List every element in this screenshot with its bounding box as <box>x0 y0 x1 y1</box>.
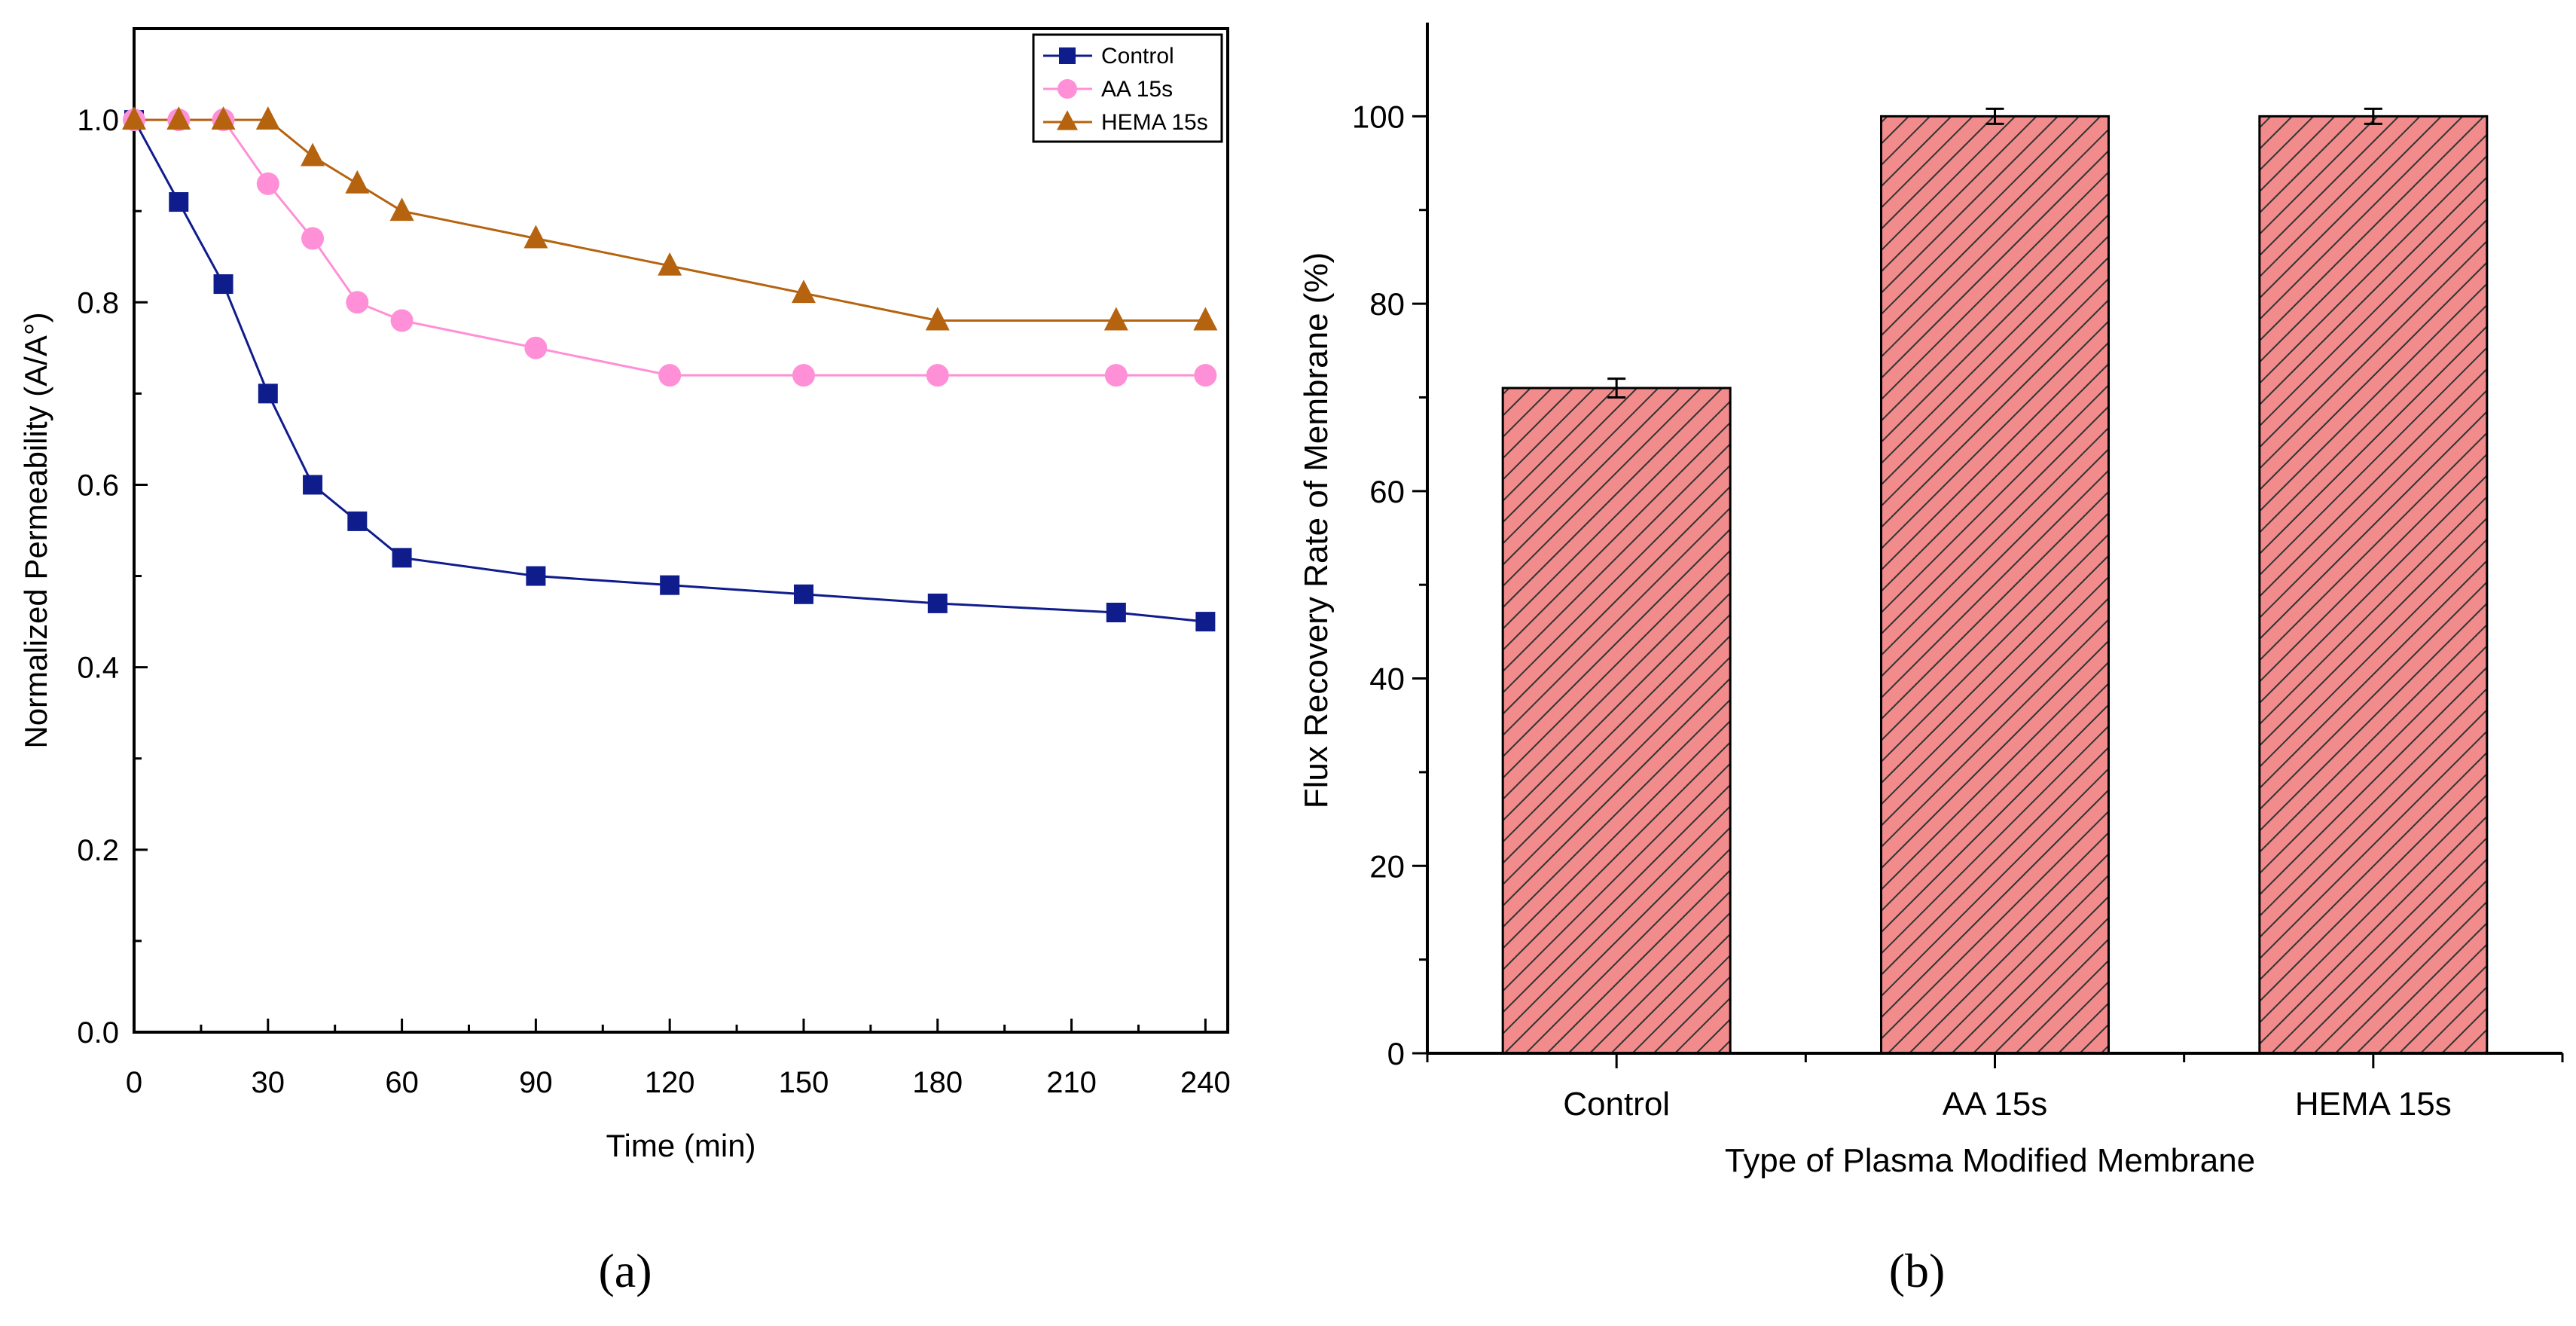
legend-label: HEMA 15s <box>1101 110 1208 135</box>
data-point-hema-15s <box>166 106 191 130</box>
data-point-hema-15s <box>791 280 816 304</box>
series-line-hema-15s <box>134 118 1206 322</box>
data-point-aa-15s <box>524 336 548 359</box>
x-tick-label: 90 <box>519 1066 553 1099</box>
data-point-control <box>526 566 546 586</box>
data-point-control <box>927 593 948 613</box>
data-point-control <box>1106 602 1126 622</box>
y-tick-label: 1.0 <box>77 104 119 137</box>
x-tick-label: 180 <box>912 1066 963 1099</box>
data-point-control <box>392 548 412 568</box>
data-point-aa-15s <box>1104 364 1128 387</box>
x-tick-label: 240 <box>1180 1066 1231 1099</box>
data-point-hema-15s <box>1193 307 1218 331</box>
y-tick-label: 0.8 <box>77 286 119 319</box>
y-tick-label: 0.2 <box>77 834 119 867</box>
data-point-control <box>258 383 278 404</box>
data-point-control <box>213 274 233 295</box>
x-tick-label: Control <box>1563 1086 1670 1123</box>
data-point-hema-15s <box>925 307 950 331</box>
y-tick-label: 0 <box>1387 1036 1405 1071</box>
data-point-control <box>660 575 680 595</box>
y-tick-label: 0.0 <box>77 1016 119 1049</box>
data-point-control <box>169 192 189 212</box>
data-point-aa-15s <box>301 227 325 250</box>
data-point-hema-15s <box>301 142 325 167</box>
data-point-hema-15s <box>658 252 682 276</box>
x-tick-label: 0 <box>126 1066 142 1099</box>
y-tick-label: 40 <box>1369 661 1405 697</box>
data-point-aa-15s <box>1194 364 1217 387</box>
series-line-aa-15s <box>134 118 1206 377</box>
data-point-hema-15s <box>122 106 146 130</box>
data-point-hema-15s <box>345 170 370 194</box>
data-point-aa-15s <box>390 309 414 332</box>
data-point-control <box>303 475 323 495</box>
panel-a-legend: Control AA 15s HEMA 15s <box>1032 33 1223 143</box>
bar-control <box>1501 386 1732 1055</box>
data-point-hema-15s <box>255 106 280 130</box>
bar-hema-15s <box>2258 115 2489 1055</box>
x-tick-label: 120 <box>645 1066 695 1099</box>
panel-a-plot-frame <box>133 27 1229 1034</box>
panel-b-bars <box>1501 107 2489 1055</box>
x-tick-label: 210 <box>1046 1066 1097 1099</box>
panel-b-bar-chart: 0 20 40 60 80 100 Control AA 15s HEMA 15s Type o… <box>1298 23 2564 1179</box>
data-point-hema-15s <box>1103 307 1128 331</box>
data-point-aa-15s <box>926 364 949 387</box>
panel-a-line-chart: 0 30 60 90 120 150 180 210 240 0.0 0.2 0.4 0.6 0.8 1.0… <box>18 27 1231 1163</box>
panel-b-y-axis-label: Flux Recovery Rate of Membrane (%) <box>1298 252 1335 808</box>
legend-label: AA 15s <box>1101 77 1173 102</box>
data-point-aa-15s <box>658 364 682 387</box>
x-tick-label: 30 <box>252 1066 285 1099</box>
data-point-aa-15s <box>256 172 279 195</box>
y-tick-label: 80 <box>1369 286 1405 322</box>
y-tick-label: 20 <box>1369 848 1405 884</box>
data-point-control <box>1195 612 1216 632</box>
data-point-hema-15s <box>211 106 236 130</box>
x-tick-label: 150 <box>779 1066 829 1099</box>
data-point-control <box>347 511 368 531</box>
panel-b-x-axis-label: Type of Plasma Modified Membrane <box>1725 1142 2255 1179</box>
legend-marker-hema-15s <box>1057 110 1078 130</box>
y-tick-label: 0.6 <box>77 469 119 502</box>
x-tick-label: 60 <box>385 1066 419 1099</box>
data-point-hema-15s <box>389 197 414 222</box>
panel-a-series-markers <box>122 106 1218 632</box>
panel-b-ticks: 0 20 40 60 80 100 Control AA 15s HEMA 15s <box>1352 99 2564 1123</box>
bar-aa-15s <box>1880 115 2110 1055</box>
panel-b-caption: (b) <box>1889 1244 1946 1297</box>
panel-a-ticks: 0 30 60 90 120 150 180 210 240 0.0 0.2 0.4 0.6 0.8 1.0 <box>77 104 1230 1099</box>
panel-a-x-axis-label: Time (min) <box>606 1128 755 1163</box>
data-point-aa-15s <box>346 291 369 314</box>
y-tick-label: 100 <box>1352 99 1405 134</box>
panel-a-caption: (a) <box>598 1244 652 1297</box>
x-tick-label: HEMA 15s <box>2295 1086 2452 1123</box>
legend-marker-control <box>1059 47 1076 64</box>
y-tick-label: 60 <box>1369 474 1405 509</box>
panel-a-y-axis-label: Normalized Permeability (A/A°) <box>18 312 53 748</box>
legend-label: Control <box>1101 44 1174 69</box>
x-tick-label: AA 15s <box>1943 1086 2047 1123</box>
data-point-hema-15s <box>523 225 548 249</box>
data-point-aa-15s <box>792 364 815 387</box>
y-tick-label: 0.4 <box>77 652 119 685</box>
legend-marker-aa-15s <box>1058 79 1077 99</box>
data-point-control <box>793 584 813 604</box>
